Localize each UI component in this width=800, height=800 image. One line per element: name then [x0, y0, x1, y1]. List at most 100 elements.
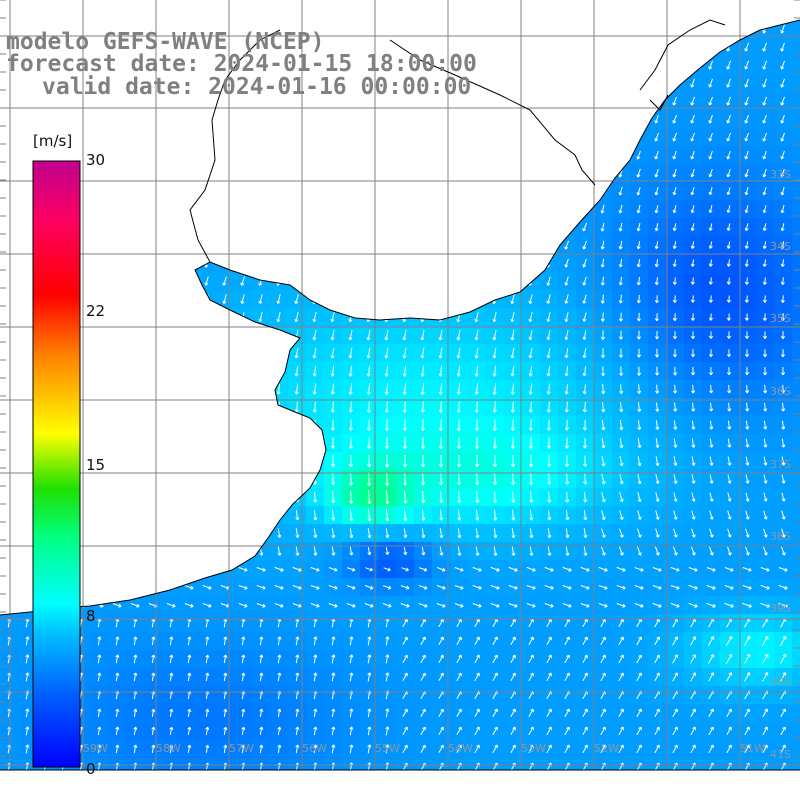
wind-arrow: [348, 24, 354, 34]
wind-speed-cell: [792, 110, 800, 129]
wind-speed-cell: [126, 380, 145, 399]
wind-arrow: [709, 528, 714, 538]
wind-arrow: [691, 402, 696, 412]
wind-arrow: [150, 384, 155, 395]
wind-arrow: [673, 402, 678, 412]
wind-arrow: [691, 510, 696, 520]
wind-arrow: [456, 383, 461, 395]
wind-arrow: [708, 223, 713, 231]
wind-arrow: [492, 276, 497, 286]
wind-arrow: [25, 726, 30, 736]
wind-arrow: [331, 672, 336, 682]
wind-speed-cell: [504, 38, 523, 57]
wind-arrow: [490, 603, 500, 608]
wind-arrow: [510, 744, 516, 754]
wind-arrow: [238, 585, 248, 590]
wind-speed-cell: [90, 272, 109, 291]
wind-arrow: [385, 708, 390, 718]
wind-arrow: [564, 455, 570, 467]
wind-arrow: [366, 42, 372, 52]
wind-arrow: [456, 114, 462, 124]
wind-arrow: [132, 150, 138, 160]
wind-arrow: [655, 510, 660, 520]
wind-arrow: [366, 204, 372, 214]
wind-arrow: [168, 276, 173, 286]
wind-arrow: [132, 348, 137, 359]
wind-arrow: [313, 708, 318, 718]
wind-arrow: [348, 437, 354, 449]
wind-arrow: [168, 150, 174, 160]
wind-arrow: [510, 276, 515, 286]
wind-arrow: [618, 114, 623, 124]
wind-speed-cell: [216, 488, 235, 507]
wind-arrow: [726, 187, 731, 196]
wind-arrow: [97, 546, 102, 556]
wind-speed-cell: [270, 218, 289, 237]
wind-speed-cell: [486, 272, 505, 291]
wind-arrow: [439, 454, 444, 468]
wind-arrow: [204, 456, 210, 467]
wind-arrow: [114, 420, 119, 430]
wind-arrow: [528, 222, 534, 232]
wind-arrow: [781, 384, 786, 394]
wind-arrow: [744, 349, 750, 358]
wind-speed-cell: [162, 506, 181, 525]
wind-arrow: [691, 420, 696, 430]
wind-arrow: [294, 401, 299, 413]
wind-speed-cell: [522, 74, 541, 93]
wind-arrow: [438, 365, 443, 377]
latitude-label: 34S: [770, 240, 791, 253]
wind-arrow: [510, 42, 516, 52]
wind-arrow: [493, 455, 498, 468]
wind-arrow: [112, 567, 122, 572]
wind-speed-cell: [144, 326, 163, 345]
wind-speed-cell: [792, 146, 800, 165]
wind-arrow: [492, 744, 498, 754]
wind-arrow: [492, 168, 498, 178]
wind-speed-cell: [288, 416, 307, 435]
wind-speed-cell: [450, 128, 469, 147]
wind-arrow: [384, 365, 389, 377]
wind-speed-cell: [378, 272, 397, 291]
wind-arrow: [222, 365, 227, 377]
wind-arrow: [349, 636, 354, 646]
wind-speed-cell: [144, 380, 163, 399]
wind-arrow: [492, 42, 498, 52]
wind-arrow: [562, 566, 572, 572]
wind-arrow: [672, 96, 677, 106]
wind-arrow: [349, 546, 354, 556]
wind-arrow: [582, 312, 587, 322]
wind-arrow: [619, 528, 624, 538]
wind-arrow: [763, 546, 768, 556]
wind-arrow: [726, 744, 732, 754]
wind-arrow: [420, 401, 425, 413]
wind-arrow: [349, 654, 354, 664]
wind-speed-cell: [486, 290, 505, 309]
wind-arrow: [420, 419, 425, 431]
wind-arrow: [709, 438, 714, 448]
wind-speed-cell: [486, 254, 505, 273]
wind-arrow: [511, 528, 516, 539]
wind-speed-cell: [108, 560, 127, 579]
wind-speed-cell: [342, 290, 361, 309]
wind-speed-cell: [144, 164, 163, 183]
wind-arrow: [294, 222, 300, 232]
wind-arrow: [114, 456, 120, 466]
wind-arrow: [582, 24, 588, 34]
wind-arrow: [583, 546, 588, 556]
wind-arrow: [258, 222, 264, 232]
wind-arrow: [420, 240, 426, 250]
wind-speed-cell: [162, 290, 181, 309]
wind-speed-cell: [180, 344, 199, 363]
wind-arrow: [727, 420, 732, 430]
wind-arrow: [166, 567, 176, 572]
wind-speed-cell: [414, 182, 433, 201]
wind-arrow: [528, 132, 534, 142]
wind-arrow: [240, 294, 245, 304]
wind-arrow: [294, 168, 300, 178]
wind-speed-cell: [324, 272, 343, 291]
wind-arrow: [528, 744, 534, 754]
wind-arrow: [402, 114, 408, 124]
wind-arrow: [547, 455, 552, 467]
wind-arrow: [6, 150, 12, 160]
